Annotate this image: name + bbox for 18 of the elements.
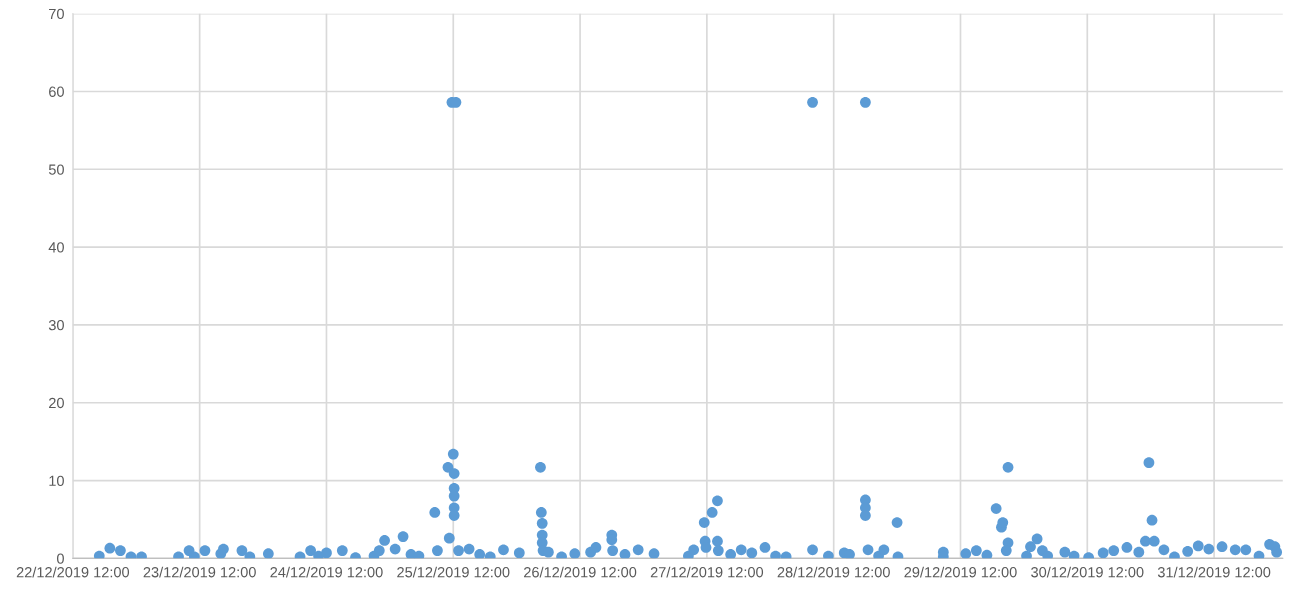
x-tick-label: 28/12/2019 12:00 <box>777 566 890 578</box>
x-tick-label: 22/12/2019 12:00 <box>16 566 130 578</box>
x-tick-label: 29/12/2019 12:00 <box>904 566 1017 578</box>
y-tick-label: 40 <box>48 242 64 253</box>
x-tick-label: 30/12/2019 12:00 <box>1031 566 1144 578</box>
x-tick-label: 26/12/2019 12:00 <box>524 566 637 578</box>
y-tick-label: 30 <box>48 320 64 331</box>
x-tick-label: 25/12/2019 12:00 <box>397 566 510 578</box>
y-tick-label: 20 <box>49 397 64 409</box>
x-tick-label: 23/12/2019 12:00 <box>143 566 256 578</box>
x-tick-label: 24/12/2019 12:00 <box>270 566 383 578</box>
y-tick-label: 60 <box>49 86 64 97</box>
y-tick-label: 70 <box>49 8 64 20</box>
x-tick-label: 31/12/2019 12:00 <box>1157 566 1271 578</box>
y-tick-label: 10 <box>49 475 64 486</box>
y-tick-label: 0 <box>56 553 64 564</box>
y-tick-label: 50 <box>48 164 64 175</box>
x-tick-label: 27/12/2019 12:00 <box>650 566 764 578</box>
